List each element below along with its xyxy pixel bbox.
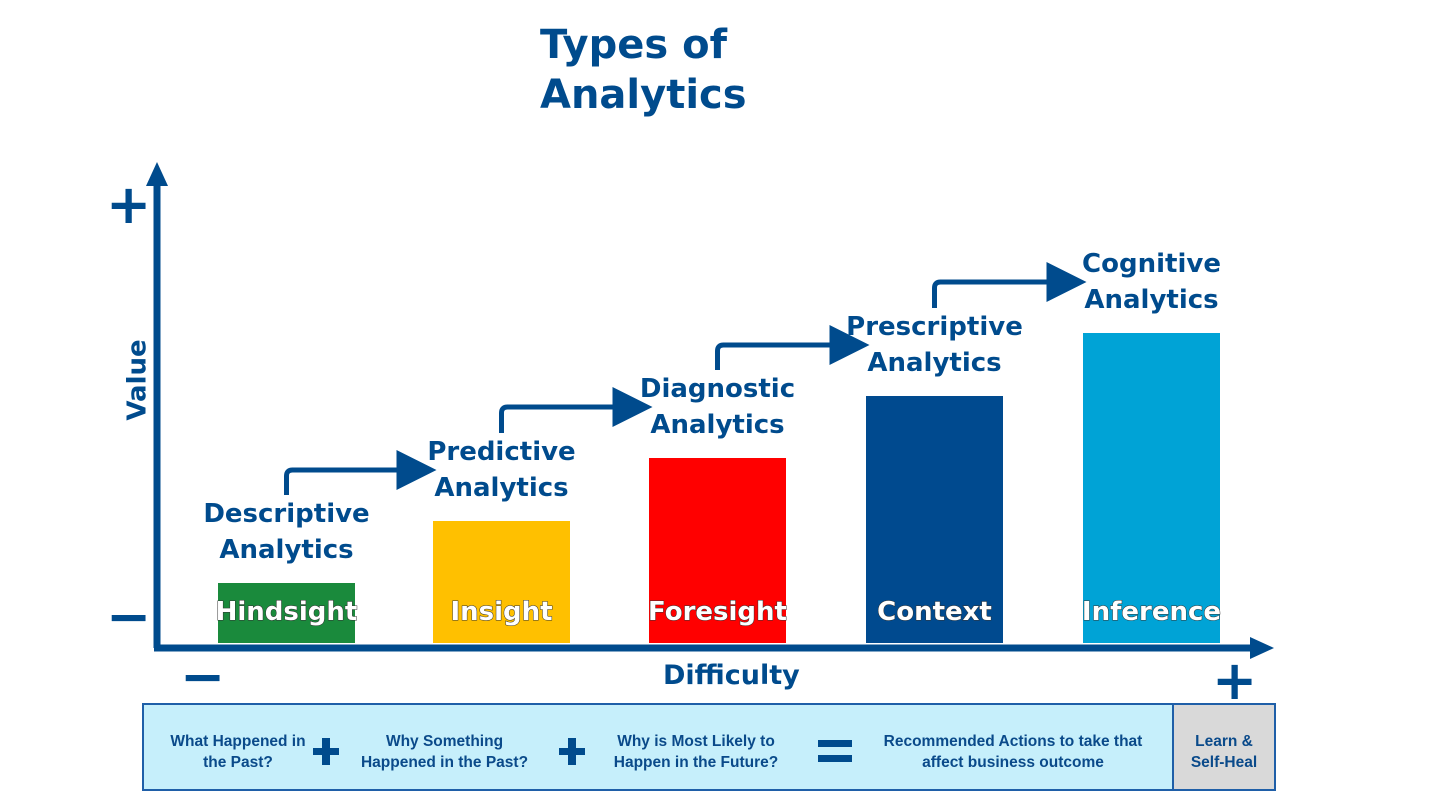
bar [866, 396, 1003, 643]
step-arrow [932, 262, 1087, 308]
bar [649, 458, 786, 643]
bar-label: Hindsight [215, 597, 358, 628]
bar [1083, 333, 1220, 643]
bar-label: Inference [1081, 597, 1222, 628]
final-box [1172, 703, 1276, 791]
footer-box [142, 703, 1174, 791]
step-arrow [499, 387, 653, 433]
y-label: Value [122, 339, 153, 421]
bar-label: Insight [450, 597, 553, 628]
x-label: Difficulty [663, 660, 800, 691]
bar [218, 583, 355, 643]
footer-item: Why Something Happened in the Past? [360, 733, 529, 771]
stage-label: Prescriptive Analytics [846, 312, 1023, 378]
bar-label: Foresight [648, 597, 788, 628]
footer-final: Learn & Self-Heal [1190, 733, 1258, 771]
x-plus: + [1212, 649, 1258, 712]
y-arrowhead [146, 162, 168, 186]
step-arrow [284, 450, 437, 495]
stage-label: Descriptive Analytics [203, 499, 370, 565]
stage-label: Cognitive Analytics [1082, 249, 1221, 315]
footer-item: Why is Most Likely to Happen in the Futu… [613, 733, 779, 771]
operators [313, 738, 852, 765]
stage-label: Diagnostic Analytics [639, 374, 796, 440]
x-minus: − [180, 645, 226, 708]
bar [433, 521, 570, 643]
footer-item: Recommended Actions to take that affect … [883, 733, 1143, 771]
y-plus: + [106, 173, 152, 236]
bar-label: Context [877, 597, 993, 628]
x-arrowhead [1250, 637, 1274, 659]
footer-item: What Happened in the Past? [170, 733, 306, 771]
y-minus: − [106, 585, 152, 648]
stage-label: Predictive Analytics [427, 437, 576, 503]
step-arrow [715, 325, 870, 370]
title: Types of Analytics [540, 22, 747, 118]
